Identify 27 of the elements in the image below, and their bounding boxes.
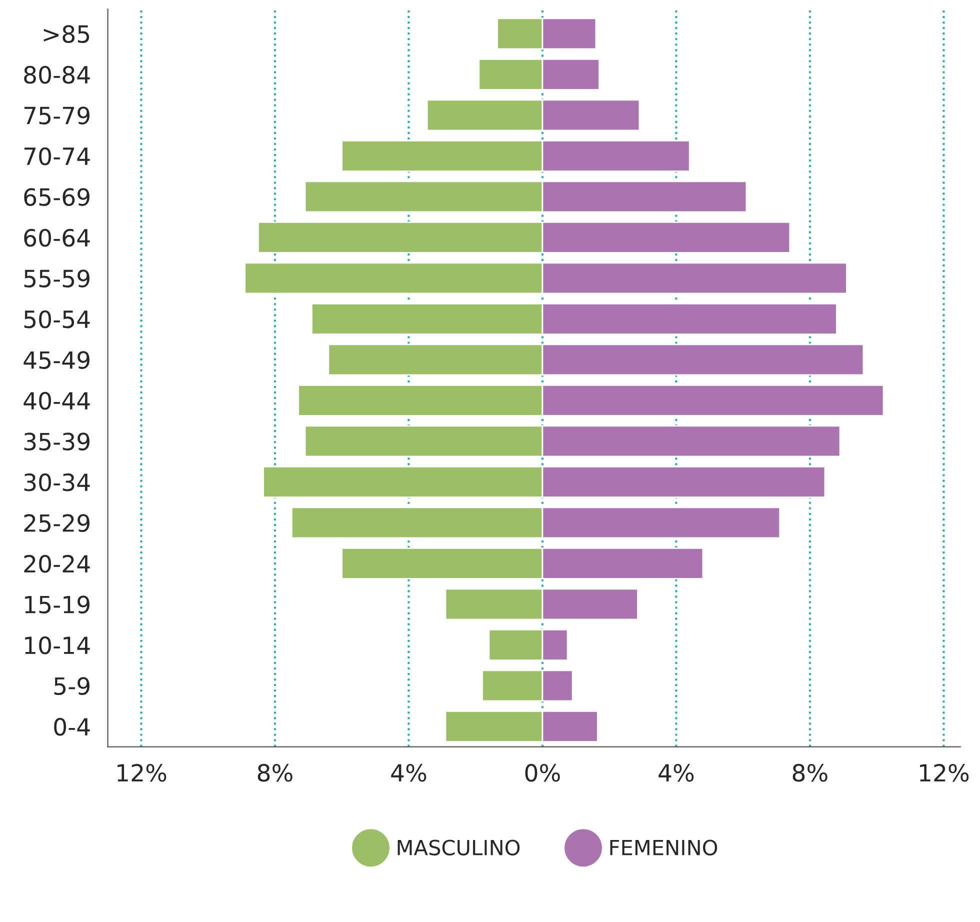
y-tick-label: 20-24 bbox=[24, 554, 90, 573]
y-tick-label: >85 bbox=[44, 25, 90, 43]
y-tick-label: 65-69 bbox=[24, 188, 90, 206]
legend-label: FEMENINO bbox=[610, 840, 718, 856]
x-tick-label: 0% bbox=[525, 764, 560, 782]
y-tick-label: 75-79 bbox=[24, 106, 90, 124]
y-tick-label: 25-29 bbox=[24, 514, 90, 532]
y-tick-label: 80-84 bbox=[24, 66, 90, 84]
y-tick-label: 60-64 bbox=[24, 228, 90, 247]
y-tick-label: 5-9 bbox=[54, 677, 90, 695]
y-tick-label: 55-59 bbox=[24, 270, 90, 288]
y-tick-label: 0-4 bbox=[54, 718, 90, 736]
x-tick-label: 8% bbox=[792, 764, 828, 782]
y-tick-label: 50-54 bbox=[24, 310, 90, 328]
y-tick-label: 35-39 bbox=[24, 432, 90, 450]
y-tick-label: 15-19 bbox=[25, 596, 90, 614]
y-tick-label: 30-34 bbox=[24, 473, 90, 492]
y-tick-label: 70-74 bbox=[24, 147, 90, 166]
x-tick-label: 8% bbox=[258, 764, 292, 782]
legend-label: MASCULINO bbox=[398, 840, 520, 856]
y-tick-label: 45-49 bbox=[24, 351, 90, 369]
x-tick-label: 4% bbox=[391, 764, 426, 782]
x-tick-label: 12% bbox=[118, 764, 166, 782]
x-tick-label: 12% bbox=[920, 764, 969, 782]
x-tick-label: 4% bbox=[658, 764, 694, 782]
y-tick-label: 40-44 bbox=[24, 392, 90, 410]
y-tick-label: 10-14 bbox=[25, 636, 90, 654]
